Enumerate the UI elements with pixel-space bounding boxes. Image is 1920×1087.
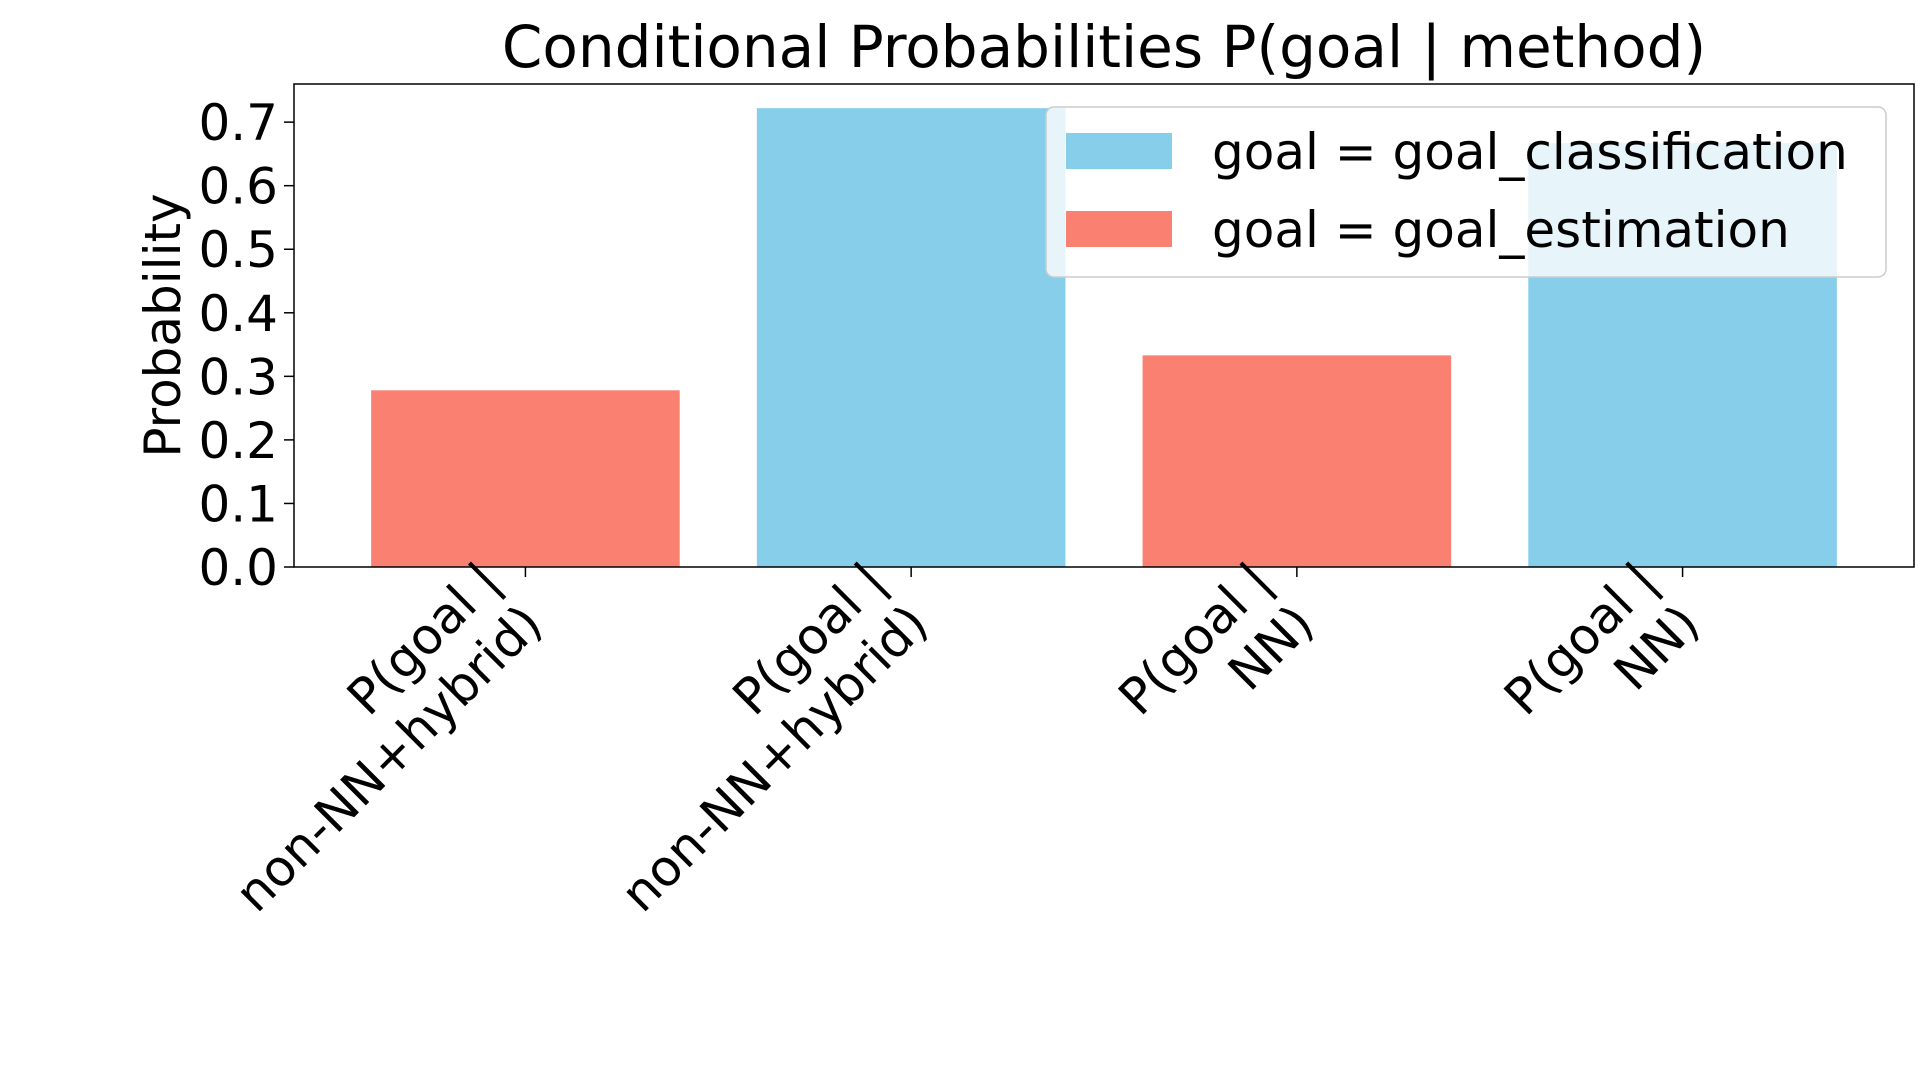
plot-frame [293, 83, 1915, 568]
legend-label: goal = goal_estimation [1212, 201, 1790, 259]
y-tick-label: 0.1 [198, 475, 278, 533]
axes-layer [293, 83, 1915, 568]
x-tick-label: P(goal |NN) [1108, 552, 1325, 769]
x-ticks: P(goal |non-NN+hybrid) P(goal |non-NN+hyb… [182, 552, 1710, 924]
y-tick-label: 0.0 [198, 539, 278, 597]
chart-title: Conditional Probabilities P(goal | metho… [502, 13, 1706, 81]
x-tick-label: P(goal |non-NN+hybrid) [568, 552, 940, 924]
bar-2 [756, 108, 1066, 568]
legend-swatch [1066, 133, 1172, 169]
y-ticks: 0.0 0.10.2 0.30.4 0.50.6 0.7 [198, 94, 294, 597]
x-tick-label: P(goal |non-NN+hybrid) [182, 552, 554, 924]
y-tick-label: 0.6 [198, 158, 278, 216]
x-tick-label: P(goal |NN) [1493, 552, 1710, 769]
y-tick-label: 0.3 [198, 348, 278, 406]
legend-label: goal = goal_classification [1212, 123, 1848, 181]
legend-swatch [1066, 211, 1172, 247]
bar-1 [371, 390, 680, 567]
legend-box [1045, 106, 1887, 278]
y-axis-label: Probability [134, 193, 192, 457]
y-tick-label: 0.5 [198, 221, 278, 279]
y-tick-label: 0.4 [198, 285, 278, 343]
y-tick-label: 0.7 [198, 94, 278, 152]
y-tick-label: 0.2 [198, 412, 278, 470]
bar-3 [1142, 355, 1452, 567]
